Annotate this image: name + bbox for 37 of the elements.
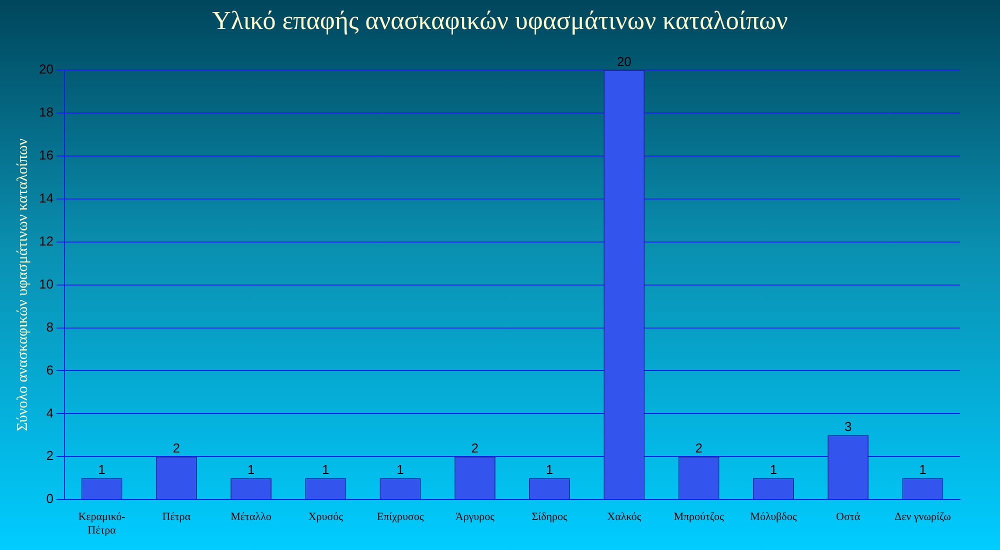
x-tick-label: Χρυσός [308,511,344,524]
data-label: 1 [919,462,926,478]
y-tick-label: 6 [46,362,54,378]
data-label: 1 [770,462,778,478]
data-label: 1 [247,462,255,478]
x-tick-label: Πέτρα [162,511,191,524]
x-tick-label: Μόλυβδος [750,511,798,524]
x-tick-label: Δεν γνωρίζω [894,511,951,524]
y-tick-label: 2 [46,448,54,464]
x-tick-label: Άργυρος [455,511,496,524]
data-label: 1 [322,462,330,478]
x-tick-label: Σίδηρος [532,511,568,524]
y-tick-label: 0 [46,491,54,506]
x-tick-label: Επίχρυσος [376,511,424,524]
data-label: 20 [616,54,632,70]
x-tick-label: Μέταλλο [230,511,272,524]
data-label: 2 [172,440,180,456]
data-label: 1 [396,462,404,478]
y-tick-label: 20 [38,62,54,77]
y-tick-label: 18 [38,104,54,120]
y-tick-label: 14 [38,190,54,206]
x-tick-label: Χαλκός [607,511,642,524]
y-tick-label: 4 [46,405,54,420]
x-tick-label: Μπρούτζος [674,511,725,524]
y-tick-label: 8 [46,319,54,334]
data-label: 3 [844,419,852,434]
y-tick-label: 12 [38,233,54,248]
data-label: 2 [471,440,479,456]
y-tick-label: 16 [38,148,54,162]
chart-title: Υλικό επαφής ανασκαφικών υφασμάτινων καταλοίπων [211,6,789,36]
y-tick-label: 10 [38,276,54,292]
x-tick-label: Οστά [836,511,860,524]
data-label: 1 [546,462,554,478]
data-label: 2 [695,440,702,456]
data-label: 1 [98,462,106,478]
x-tick-label: Κεραμικό-Πέτρα [78,511,126,536]
y-axis-title: Σύνολο ανασκαφικών υφασμάτινων καταλοίπων [14,138,31,432]
